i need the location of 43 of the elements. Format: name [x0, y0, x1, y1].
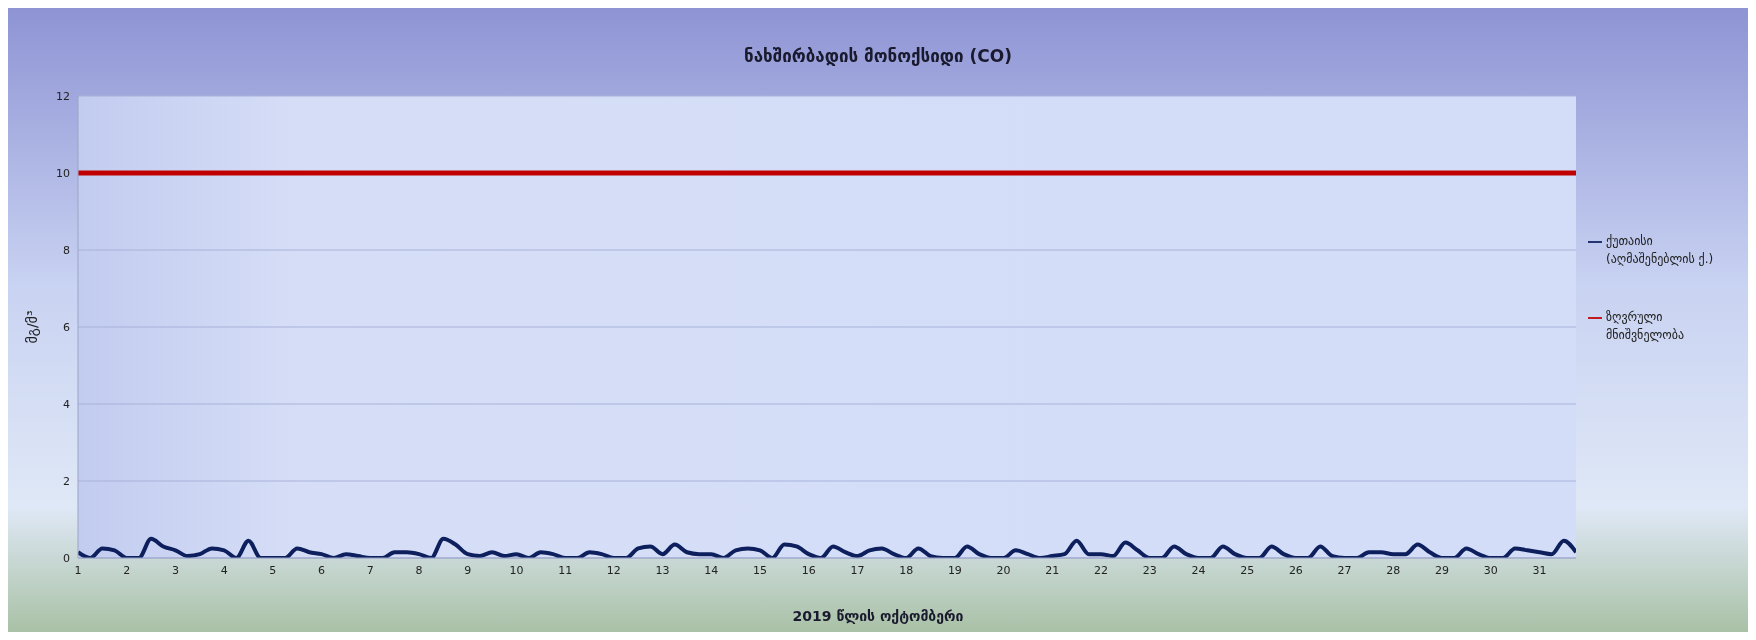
x-tick-label: 22 — [1094, 563, 1109, 577]
x-tick-label: 13 — [655, 563, 670, 577]
x-tick-label: 17 — [850, 563, 865, 577]
x-tick-label: 8 — [415, 563, 423, 577]
x-tick-label: 18 — [899, 563, 914, 577]
y-tick-label: 8 — [63, 243, 70, 257]
chart-title: ნახშირბადის მონოქსიდი (CO) — [743, 46, 1013, 66]
x-tick-label: 3 — [171, 563, 179, 577]
y-tick-label: 6 — [63, 320, 70, 334]
x-tick-label: 4 — [220, 563, 228, 577]
x-tick-label: 10 — [509, 563, 524, 577]
x-tick-label: 30 — [1483, 563, 1498, 577]
x-axis-title: 2019 წლის ოქტომბერი — [791, 608, 965, 624]
x-tick-label: 23 — [1142, 563, 1157, 577]
x-tick-label: 28 — [1386, 563, 1401, 577]
legend-label: ქუთაისი (აღმაშენებლის ქ.) — [1606, 233, 1715, 268]
x-tick-label: 27 — [1337, 563, 1352, 577]
x-tick-label: 7 — [366, 563, 374, 577]
x-tick-label: 21 — [1045, 563, 1060, 577]
x-tick-label: 5 — [269, 563, 277, 577]
x-tick-label: 15 — [753, 563, 768, 577]
y-tick-label: 0 — [63, 551, 70, 565]
x-tick-label: 24 — [1191, 563, 1206, 577]
x-tick-label: 6 — [318, 563, 326, 577]
y-tick-label: 12 — [56, 89, 70, 103]
x-tick-label: 16 — [801, 563, 816, 577]
y-tick-label: 4 — [63, 397, 70, 411]
x-tick-label: 31 — [1532, 563, 1547, 577]
x-tick-label: 26 — [1288, 563, 1303, 577]
x-tick-label: 29 — [1435, 563, 1450, 577]
y-tick-label: 10 — [56, 166, 70, 180]
y-tick-label: 2 — [63, 474, 70, 488]
x-tick-label: 11 — [558, 563, 573, 577]
legend-label: ზღვრული მნიშვნელობა — [1606, 309, 1685, 344]
y-axis-title: მგ/მ³ — [23, 310, 40, 344]
x-tick-label: 12 — [606, 563, 621, 577]
x-tick-label: 2 — [123, 563, 131, 577]
x-tick-label: 25 — [1240, 563, 1255, 577]
x-tick-label: 20 — [996, 563, 1011, 577]
x-tick-label: 9 — [464, 563, 472, 577]
x-tick-label: 19 — [947, 563, 962, 577]
x-tick-label: 1 — [74, 563, 82, 577]
x-tick-label: 14 — [704, 563, 719, 577]
